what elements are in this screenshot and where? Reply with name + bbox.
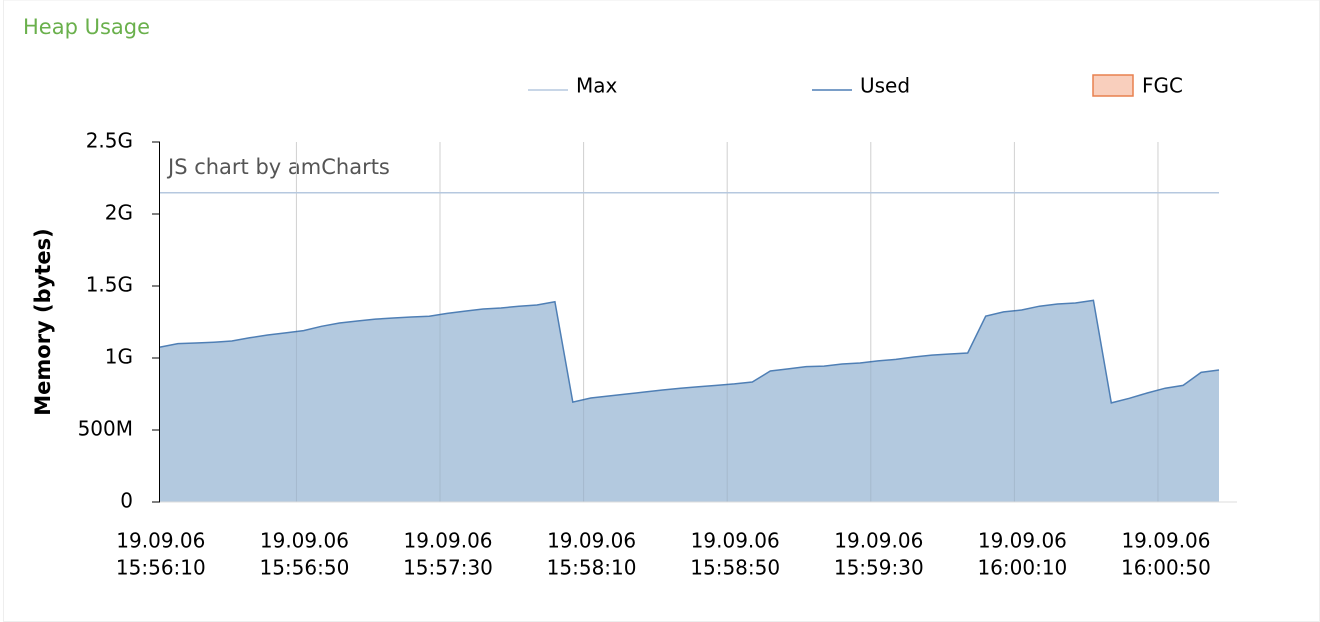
x-tick-label: 16:00:50 xyxy=(1121,556,1211,580)
legend-label: FGC xyxy=(1142,74,1183,98)
x-tick-label: 19.09.06 xyxy=(116,529,205,553)
x-tick-label: 15:59:30 xyxy=(834,556,924,580)
x-tick-label: 15:56:10 xyxy=(116,556,206,580)
x-tick-label: 16:00:10 xyxy=(977,556,1067,580)
x-tick-label: 19.09.06 xyxy=(547,529,636,553)
chart-title: Heap Usage xyxy=(23,15,150,39)
area xyxy=(160,300,1219,502)
legend-swatch xyxy=(1092,74,1134,97)
x-tick-label: 19.09.06 xyxy=(403,529,492,553)
x-tick-label: 15:57:30 xyxy=(403,556,493,580)
legend-label: Used xyxy=(860,74,910,98)
x-tick-label: 15:56:50 xyxy=(259,556,349,580)
y-axis-label: Memory (bytes) xyxy=(31,228,55,416)
legend-label: Max xyxy=(576,74,618,98)
y-tick-label: 1.5G xyxy=(86,273,133,297)
line xyxy=(159,299,1220,404)
x-tick-label: 19.09.06 xyxy=(260,529,349,553)
watermark: JS chart by amCharts xyxy=(166,155,390,179)
y-tick-label: 1G xyxy=(105,345,133,369)
y-tick-label: 500M xyxy=(78,417,133,441)
y-tick-label: 2.5G xyxy=(86,129,133,153)
y-tick-label: 0 xyxy=(120,489,133,513)
x-tick-label: 19.09.06 xyxy=(1121,529,1210,553)
y-tick-label: 2G xyxy=(105,201,133,225)
x-tick-label: 19.09.06 xyxy=(834,529,923,553)
x-tick-label: 15:58:10 xyxy=(547,556,637,580)
x-tick-label: 15:58:50 xyxy=(690,556,780,580)
x-tick-label: 19.09.06 xyxy=(978,529,1067,553)
panel xyxy=(3,0,1320,622)
x-tick-label: 19.09.06 xyxy=(691,529,780,553)
